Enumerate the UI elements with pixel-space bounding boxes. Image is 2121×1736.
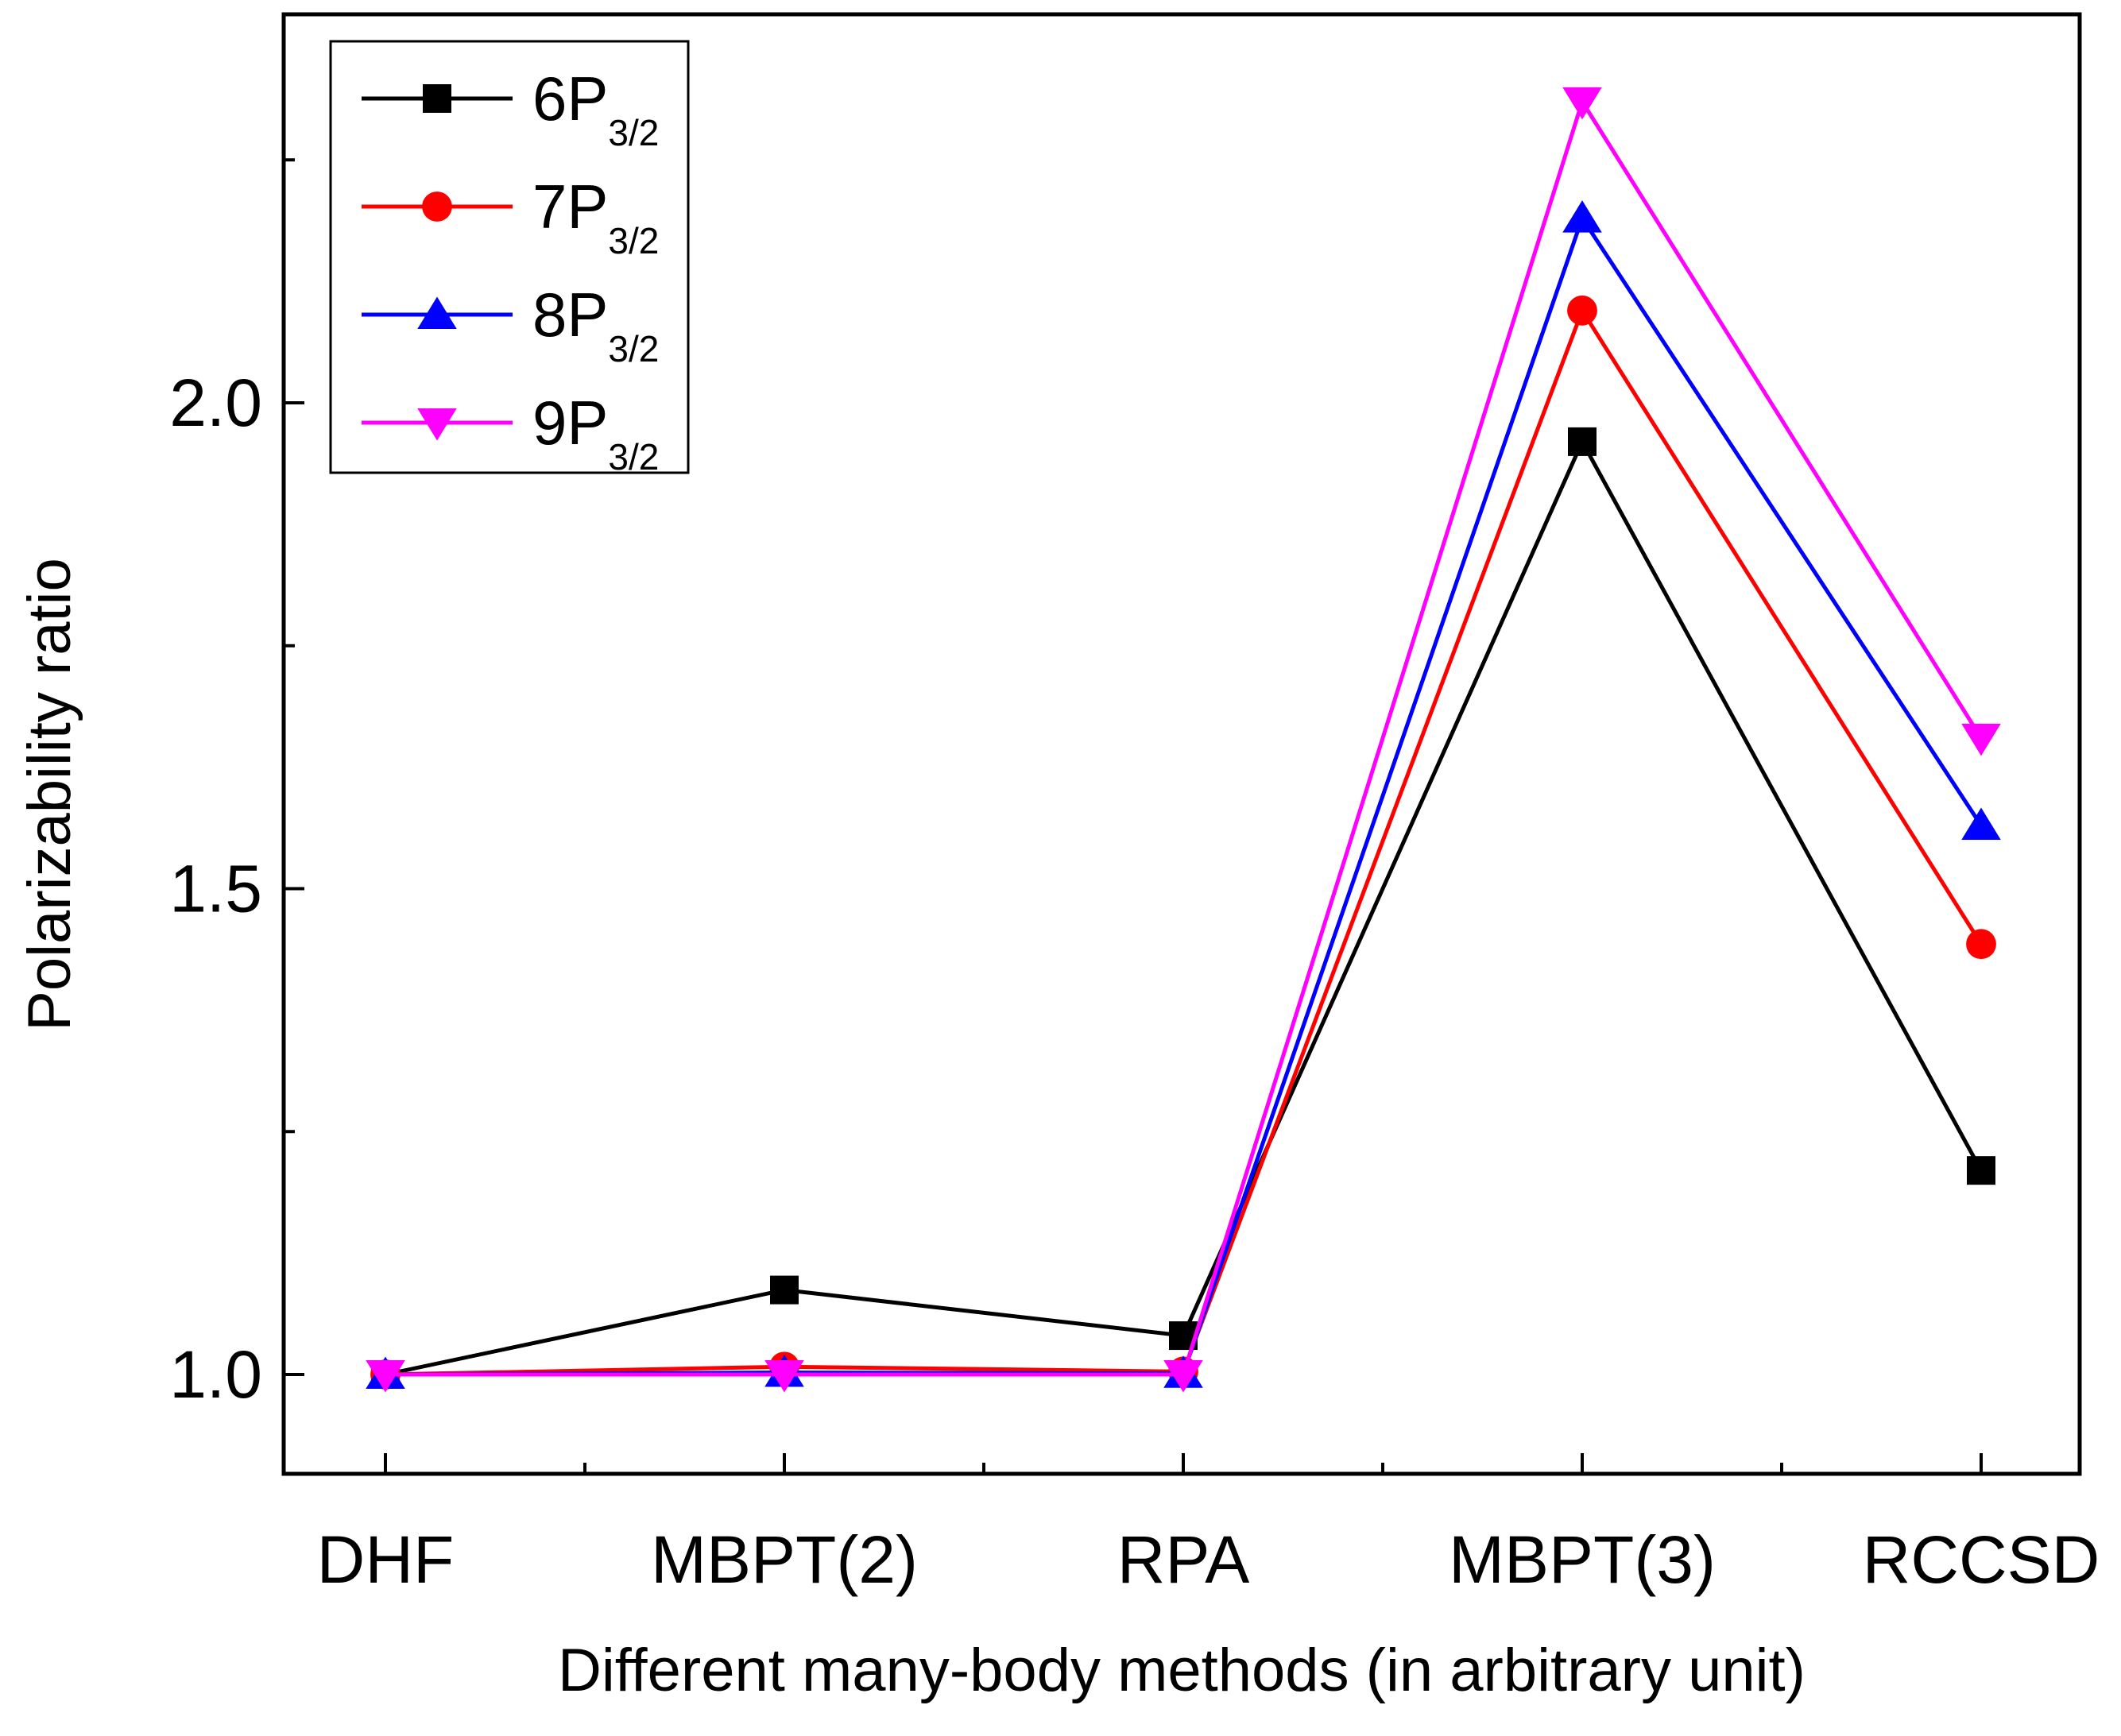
data-point — [1567, 295, 1597, 326]
legend-box — [329, 40, 690, 474]
y-tick-label: 1.5 — [169, 852, 262, 926]
x-tick-label: RPA — [1117, 1522, 1249, 1597]
data-point — [764, 1360, 804, 1393]
x-tick-label: MBPT(2) — [651, 1522, 918, 1597]
data-point — [1568, 427, 1597, 456]
data-point — [366, 1360, 405, 1393]
x-axis-title: Different many-body methods (in arbitrar… — [558, 1637, 1806, 1704]
x-tick-label: MBPT(3) — [1449, 1522, 1716, 1597]
legend-subscript: 3/2 — [608, 220, 659, 261]
x-tick-label: RCCSD — [1863, 1522, 2100, 1597]
y-axis-title: Polarizability ratio — [16, 558, 83, 1031]
data-point — [1562, 87, 1602, 120]
legend-marker — [417, 408, 457, 441]
axis-ticks — [284, 158, 1983, 1474]
data-point — [1163, 1360, 1203, 1393]
tick-labels: DHF MBPT(2) RPA MBPT(3) RCCSD 1.0 1.5 2.0 — [169, 365, 2100, 1597]
data-point — [1562, 200, 1602, 233]
data-point — [1967, 1156, 1995, 1185]
legend-subscript: 3/2 — [608, 328, 659, 369]
data-point — [1961, 723, 2001, 756]
series-line — [385, 437, 1984, 1377]
data-point — [770, 1275, 799, 1305]
series-6P-3-2 — [371, 427, 1995, 1389]
legend-marker — [417, 296, 457, 329]
legend-subscript: 3/2 — [608, 436, 659, 477]
y-tick-label: 2.0 — [169, 365, 262, 440]
legend-subscript: 3/2 — [608, 112, 659, 153]
x-tick-label: DHF — [317, 1522, 455, 1597]
series-9P-3-2 — [366, 87, 2001, 1393]
data-point — [1961, 807, 2001, 841]
legend-marker — [422, 191, 452, 222]
y-tick-label: 1.0 — [169, 1337, 262, 1412]
data-point — [1966, 929, 1996, 960]
series-layer — [366, 87, 2001, 1393]
legend-marker — [423, 84, 451, 113]
